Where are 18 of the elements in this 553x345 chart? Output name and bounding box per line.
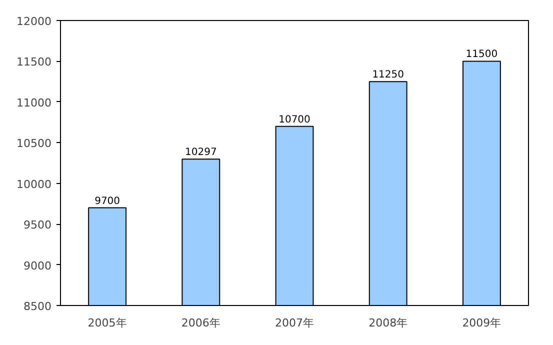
y-tick-label: 8500 <box>24 300 52 313</box>
x-tick-label: 2006年 <box>181 316 220 330</box>
data-label: 11500 <box>466 49 498 60</box>
y-tick-label: 9000 <box>24 259 52 272</box>
x-tick-label: 2007年 <box>275 316 314 330</box>
x-tick-label: 2005年 <box>88 316 127 330</box>
x-tick-label: 2008年 <box>368 316 408 330</box>
y-tick-label: 10000 <box>16 178 52 191</box>
y-tick-label: 11500 <box>16 56 52 69</box>
x-tick-label: 2009年 <box>462 316 502 330</box>
data-label: 10297 <box>184 147 217 158</box>
data-label: 10700 <box>278 114 310 126</box>
y-tick-label: 11000 <box>16 96 52 110</box>
data-label: 9700 <box>94 196 120 207</box>
y-tick-label: 10500 <box>16 137 52 150</box>
y-tick-label: 9500 <box>24 218 52 232</box>
y-tick-label: 12000 <box>16 15 52 28</box>
data-label: 11250 <box>372 70 404 81</box>
